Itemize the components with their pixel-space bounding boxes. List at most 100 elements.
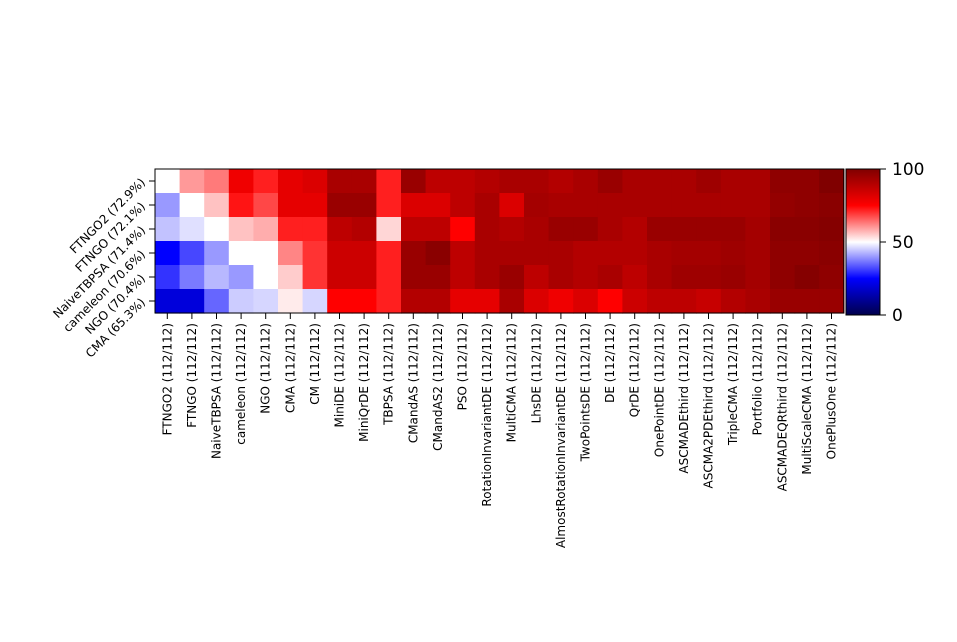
heatmap-cell [499,169,525,194]
heatmap-cell [573,217,599,242]
heatmap-cell [745,265,771,290]
heatmap-cell [228,289,254,314]
heatmap-cell [819,241,845,266]
heatmap-cell [745,289,771,314]
heatmap-cell [302,193,328,218]
heatmap-cell [622,217,648,242]
heatmap-cell [696,241,722,266]
heatmap-cell [524,265,550,290]
heatmap-cell [450,217,476,242]
heatmap-cell [302,217,328,242]
heatmap-cell [204,217,230,242]
heatmap-cell [524,289,550,314]
x-tick-label: CMandAS2 (112/112) [431,323,445,451]
heatmap-cell [278,265,304,290]
colorbar-tick-label: 0 [892,306,903,326]
x-tick-label: cameleon (112/112) [234,323,248,445]
heatmap-cell [179,169,205,194]
heatmap-cell [573,289,599,314]
heatmap-cell [351,241,377,266]
x-tick-label: MiniQrDE (112/112) [357,323,371,442]
heatmap-cell [155,217,181,242]
heatmap-cell [597,241,623,266]
heatmap-cell [179,193,205,218]
heatmap-cell [597,193,623,218]
heatmap-cell [720,265,746,290]
heatmap-cell [671,217,697,242]
heatmap-cell [770,289,796,314]
heatmap-cell [548,169,574,194]
heatmap-cell [647,289,673,314]
heatmap-cell [696,169,722,194]
heatmap-cell [253,193,279,218]
heatmap-cell [302,169,328,194]
heatmap-cell [745,241,771,266]
heatmap-cell [770,193,796,218]
heatmap-cell [155,169,181,194]
heatmap-cell [597,289,623,314]
x-tick-label: TwoPointsDE (112/112) [579,323,593,462]
heatmap-cell [720,241,746,266]
heatmap-cell [548,241,574,266]
heatmap-cell [671,241,697,266]
heatmap-cell [720,169,746,194]
heatmap-cell [450,289,476,314]
x-axis: FTNGO2 (112/112) FTNGO (112/112) NaiveTBPS… [160,313,839,548]
heatmap-cell [696,289,722,314]
heatmap-cell [474,265,500,290]
heatmap-cell [671,169,697,194]
heatmap-cell [401,241,427,266]
heatmap-cell [228,265,254,290]
heatmap-cell [548,289,574,314]
x-tick-label: Portfolio (112/112) [751,323,765,435]
heatmap-cell [327,169,353,194]
heatmap-cell [179,289,205,314]
y-axis: FTNGO2 (72.9%)FTNGO (72.1%)NaiveTBPSA (7… [50,175,155,360]
heatmap-cell [155,241,181,266]
heatmap-cell [228,193,254,218]
colorbar: 0 50 100 [845,160,924,326]
heatmap-cell [376,241,402,266]
heatmap-cell [450,193,476,218]
heatmap-cell [794,193,820,218]
heatmap-cell [253,265,279,290]
heatmap-cell [671,193,697,218]
heatmap-cell [794,169,820,194]
heatmap-cell [597,265,623,290]
heatmap-cell [425,241,451,266]
x-tick-label: MultiCMA (112/112) [505,323,519,442]
heatmap-cell [204,265,230,290]
heatmap-cell [499,193,525,218]
x-tick-label: ASCMADEQRthird (112/112) [775,323,789,491]
x-tick-label: CM (112/112) [308,323,322,405]
heatmap-cell [155,265,181,290]
heatmap-cell [548,217,574,242]
x-tick-label: TripleCMA (112/112) [726,323,740,446]
heatmap-cell [228,241,254,266]
x-tick-label: RotationInvariantDE (112/112) [480,323,494,507]
heatmap-cell [524,241,550,266]
heatmap-cell [376,265,402,290]
heatmap-cell [155,289,181,314]
heatmap-cell [302,289,328,314]
heatmap-cell [622,169,648,194]
heatmap-cell [278,289,304,314]
heatmap-cell [179,265,205,290]
heatmap-cell [647,217,673,242]
heatmap-cell [696,193,722,218]
heatmap-cell [745,193,771,218]
heatmap-cell [647,169,673,194]
heatmap-cell [647,241,673,266]
heatmap-cell [351,169,377,194]
heatmap-cell [474,193,500,218]
heatmap-cell [819,265,845,290]
heatmap-cell [499,289,525,314]
heatmap-cell [474,289,500,314]
heatmap-cell [770,241,796,266]
heatmap-cell [474,241,500,266]
heatmap-cell [819,217,845,242]
x-tick-label: TBPSA (112/112) [382,323,396,426]
heatmap-cell [819,193,845,218]
heatmap-cell [351,193,377,218]
heatmap-cell [278,169,304,194]
